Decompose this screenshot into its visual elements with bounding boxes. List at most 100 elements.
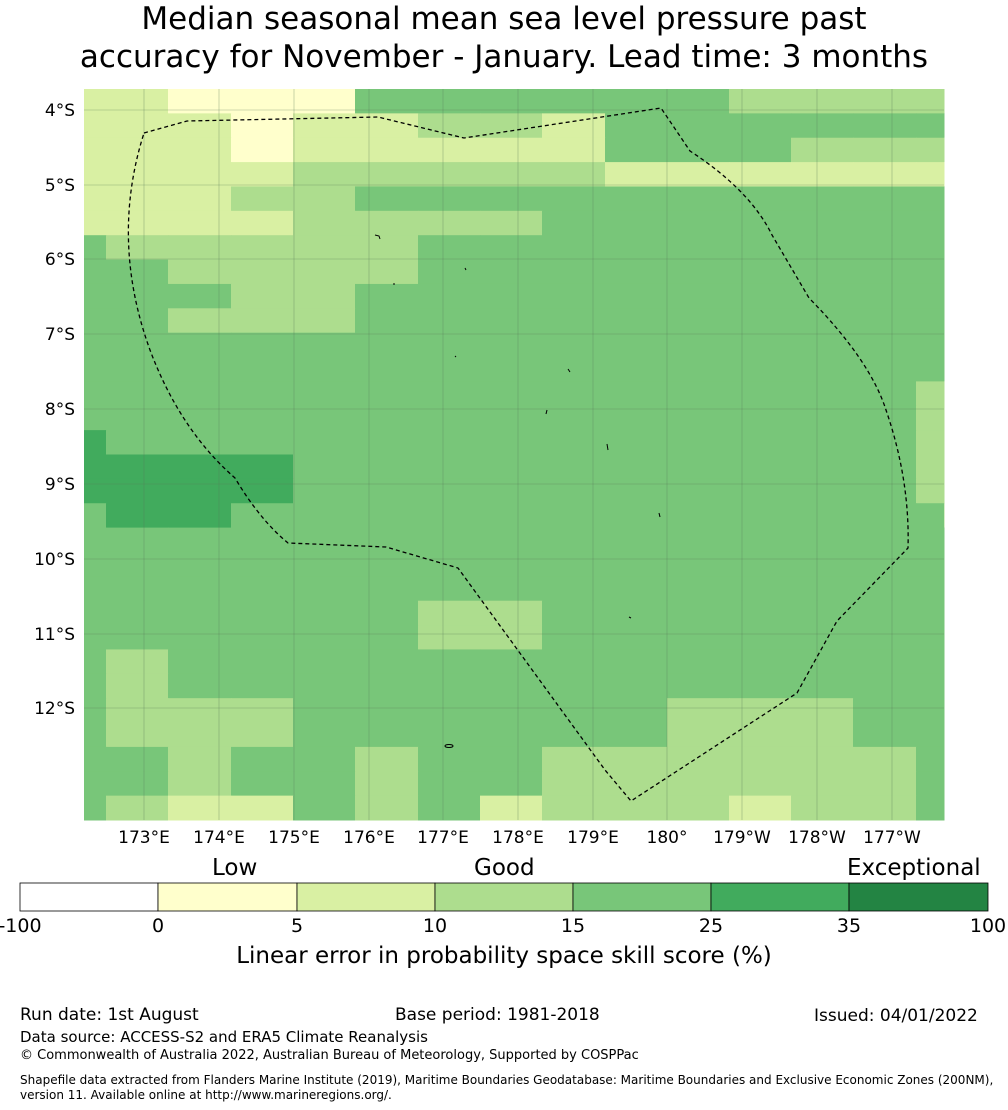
grid-cell	[944, 89, 945, 114]
grid-cell	[853, 722, 917, 748]
grid-cell	[293, 381, 356, 407]
grid-cell	[542, 235, 606, 261]
grid-cell	[106, 357, 169, 382]
grid-cell	[418, 430, 481, 455]
grid-cell	[542, 625, 606, 650]
grid-cell	[480, 771, 543, 797]
grid-cell	[231, 771, 294, 797]
grid-cell	[916, 308, 945, 334]
grid-cell	[418, 259, 481, 285]
grid-cell	[667, 283, 730, 309]
grid-cell	[84, 430, 107, 455]
grid-cell	[605, 722, 668, 748]
grid-cell	[168, 381, 232, 407]
grid-cell	[791, 381, 854, 407]
grid-cell	[916, 478, 945, 504]
grid-cell	[944, 600, 945, 626]
grid-cell	[667, 454, 730, 480]
grid-cell	[916, 795, 945, 821]
longitude-label: 176°E	[343, 828, 395, 848]
colorbar-tick-label: 0	[152, 915, 164, 937]
latitude-label: 5°S	[45, 176, 75, 196]
grid-cell	[355, 673, 419, 699]
grid-cell	[418, 210, 481, 236]
grid-cell	[231, 478, 294, 504]
latitude-label: 9°S	[45, 475, 75, 495]
grid-cell	[729, 649, 792, 675]
grid-cell	[542, 527, 606, 553]
grid-cell	[853, 503, 917, 529]
longitude-label: 179°E	[567, 828, 619, 848]
grid-cell	[168, 600, 232, 626]
grid-cell	[944, 381, 945, 407]
grid-cell	[355, 600, 419, 626]
grid-cell	[605, 210, 668, 236]
colorbar-tick-label: 25	[699, 915, 723, 937]
grid-cell	[667, 332, 730, 358]
grid-cell	[605, 746, 668, 772]
grid-cell	[944, 137, 945, 163]
category-good: Good	[474, 855, 535, 881]
grid-cell	[168, 771, 232, 797]
grid-cell	[916, 771, 945, 797]
grid-cell	[605, 551, 668, 577]
grid-cell	[355, 186, 419, 212]
grid-cell	[944, 357, 945, 382]
grid-cell	[542, 357, 606, 382]
grid-cell	[231, 649, 294, 675]
grid-cell	[480, 210, 543, 236]
grid-cell	[84, 162, 107, 187]
grid-cell	[418, 283, 481, 309]
grid-cell	[853, 478, 917, 504]
grid-cell	[84, 795, 107, 821]
grid-cell	[480, 283, 543, 309]
grid-cell	[293, 698, 356, 724]
grid-cell	[667, 137, 730, 163]
grid-cell	[605, 600, 668, 626]
latitude-label: 7°S	[45, 325, 75, 345]
grid-cell	[791, 771, 854, 797]
grid-cell	[293, 210, 356, 236]
grid-cell	[355, 795, 419, 821]
grid-cell	[605, 576, 668, 602]
grid-cell	[355, 649, 419, 675]
grid-cell	[480, 503, 543, 529]
grid-cell	[355, 503, 419, 529]
grid-cell	[729, 283, 792, 309]
grid-cell	[729, 600, 792, 626]
shapefile-credit: Shapefile data extracted from Flanders M…	[20, 1073, 994, 1102]
colorbar-segment	[157, 882, 298, 912]
longitude-label: 180°	[647, 828, 688, 848]
map-title-line-2: accuracy for November - January. Lead ti…	[79, 39, 929, 75]
grid-cell	[168, 405, 232, 431]
grid-cell	[84, 576, 107, 602]
grid-cell	[84, 89, 107, 114]
grid-cell	[106, 308, 169, 334]
grid-cell	[355, 771, 419, 797]
grid-cell	[542, 454, 606, 480]
grid-cell	[791, 430, 854, 455]
grid-cell	[106, 210, 169, 236]
grid-cell	[106, 722, 169, 748]
island	[464, 267, 467, 271]
grid-cell	[293, 625, 356, 650]
grid-cell	[853, 527, 917, 553]
colorbar-segment	[296, 882, 436, 912]
colorbar	[19, 882, 989, 912]
grid-cell	[106, 649, 169, 675]
grid-cell	[418, 551, 481, 577]
run-date: Run date: 1st August	[20, 1005, 199, 1025]
grid-cell	[355, 551, 419, 577]
eez-boundary	[127, 107, 909, 802]
grid-cell	[916, 600, 945, 626]
grid-cell	[944, 649, 945, 675]
grid-cell	[542, 698, 606, 724]
grid-cell	[293, 454, 356, 480]
grid-cell	[542, 649, 606, 675]
grid-cell	[355, 357, 419, 382]
grid-cell	[791, 600, 854, 626]
grid-cell	[791, 283, 854, 309]
grid-cell	[667, 795, 730, 821]
grid-cell	[168, 503, 232, 529]
grid-cell	[944, 746, 945, 772]
